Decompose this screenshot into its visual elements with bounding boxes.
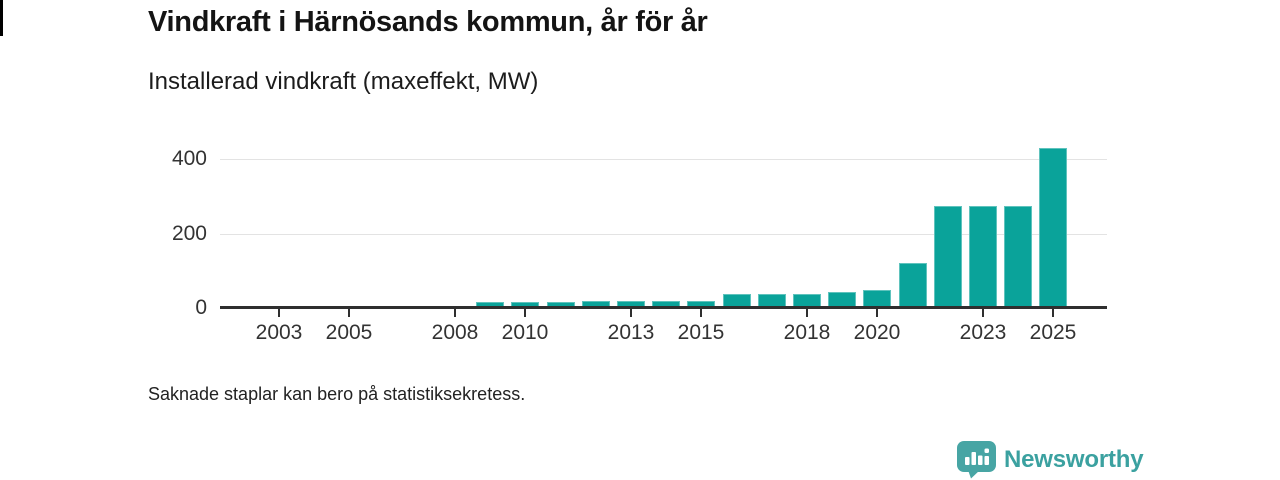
x-tick-2023 — [982, 309, 984, 317]
y-tick-label-200: 200 — [171, 222, 207, 245]
chart-footnote: Saknade staplar kan bero på statistiksek… — [148, 384, 526, 404]
left-edge-crop-mark — [0, 0, 3, 36]
bar-2015 — [687, 301, 715, 308]
x-tick-2008 — [454, 309, 456, 317]
bar-2019 — [828, 292, 856, 308]
x-tick-2025 — [1052, 309, 1054, 317]
bar-2020 — [863, 290, 891, 308]
bar-2021 — [899, 263, 927, 308]
y-tick-label-400: 400 — [171, 147, 207, 170]
x-tick-label-2003: 2003 — [255, 321, 303, 344]
chart-subtitle: Installerad vindkraft (maxeffekt, MW) — [148, 68, 539, 95]
bar-2024 — [1004, 206, 1032, 308]
x-tick-label-2005: 2005 — [325, 321, 373, 344]
newsworthy-wordmark: Newsworthy — [1004, 445, 1144, 473]
bar-2018 — [793, 294, 821, 308]
x-tick-2010 — [524, 309, 526, 317]
x-tick-label-2025: 2025 — [1029, 321, 1077, 344]
bar-2011 — [547, 302, 575, 308]
bar-2016 — [723, 294, 751, 308]
x-tick-label-2008: 2008 — [431, 321, 479, 344]
x-tick-label-2013: 2013 — [607, 321, 655, 344]
chart-title: Vindkraft i Härnösands kommun, år för år — [148, 6, 708, 38]
x-tick-2005 — [348, 309, 350, 317]
bar-2017 — [758, 294, 786, 308]
gridline-200 — [220, 234, 1107, 235]
x-tick-2003 — [278, 309, 280, 317]
bar-2023 — [969, 206, 997, 308]
newsworthy-logo-icon — [957, 441, 996, 479]
x-tick-label-2010: 2010 — [501, 321, 549, 344]
bar-2010 — [511, 302, 539, 308]
bar-2014 — [652, 301, 680, 308]
bar-2009 — [476, 302, 504, 308]
x-axis-line — [220, 306, 1107, 309]
bar-2012 — [582, 301, 610, 308]
x-tick-2015 — [700, 309, 702, 317]
x-tick-2018 — [806, 309, 808, 317]
x-tick-2013 — [630, 309, 632, 317]
bar-2025 — [1039, 148, 1067, 308]
y-tick-label-0: 0 — [195, 296, 207, 319]
bar-2022 — [934, 206, 962, 308]
bar-2013 — [617, 301, 645, 308]
x-tick-2020 — [876, 309, 878, 317]
x-tick-label-2023: 2023 — [959, 321, 1007, 344]
gridline-400 — [220, 159, 1107, 160]
x-tick-label-2018: 2018 — [783, 321, 831, 344]
x-tick-label-2020: 2020 — [853, 321, 901, 344]
newsworthy-branding: Newsworthy — [956, 440, 1144, 479]
x-tick-label-2015: 2015 — [677, 321, 725, 344]
